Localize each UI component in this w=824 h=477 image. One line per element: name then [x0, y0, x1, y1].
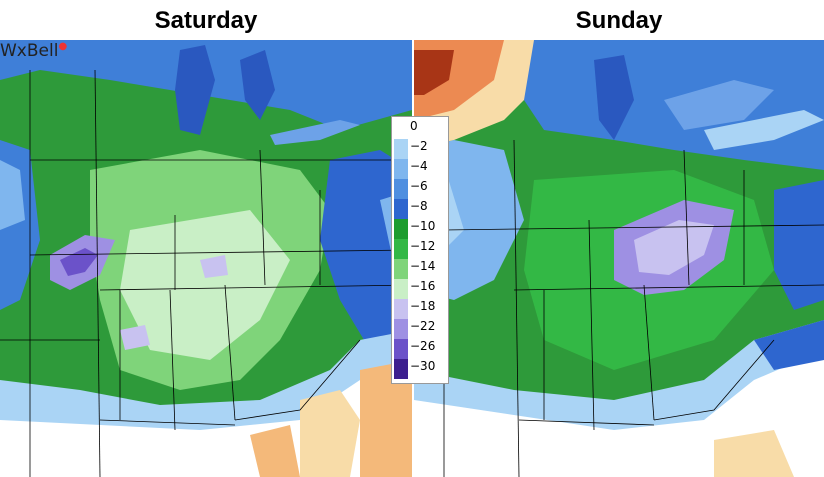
legend-swatch	[394, 159, 408, 179]
wxbell-logo: WxBell●	[0, 41, 67, 61]
legend-label: −16	[410, 279, 436, 293]
legend-label: −10	[410, 219, 436, 233]
legend-label: −26	[410, 339, 436, 353]
legend-swatch	[394, 359, 408, 379]
legend-label: −18	[410, 299, 436, 313]
logo-dot-icon: ●	[58, 41, 68, 52]
legend-swatch	[394, 179, 408, 199]
legend-label: −12	[410, 239, 436, 253]
legend-label: −6	[410, 179, 428, 193]
legend-swatch	[394, 239, 408, 259]
legend-swatch	[394, 279, 408, 299]
legend-swatch	[394, 199, 408, 219]
legend-swatch	[394, 139, 408, 159]
legend-swatch	[394, 339, 408, 359]
color-scale-legend: 0 −2 −4 −6 −8 −10 −12 −14 −16 −18 −22 −2…	[391, 116, 449, 384]
legend-swatch	[394, 119, 408, 139]
sunday-title: Sunday	[575, 7, 663, 34]
legend-label: −22	[410, 319, 436, 333]
legend-swatch	[394, 299, 408, 319]
legend-label: 0	[410, 119, 418, 133]
logo-text: WxBell	[0, 41, 59, 61]
legend-swatch	[394, 219, 408, 239]
legend-label: −4	[410, 159, 428, 173]
saturday-title: Saturday	[154, 7, 258, 34]
legend-label: −30	[410, 359, 436, 373]
saturday-map	[0, 40, 412, 477]
legend-label: −2	[410, 139, 428, 153]
sunday-map	[414, 40, 824, 477]
legend-label: −8	[410, 199, 428, 213]
legend-swatch	[394, 259, 408, 279]
legend-label: −14	[410, 259, 436, 273]
legend-swatch	[394, 319, 408, 339]
